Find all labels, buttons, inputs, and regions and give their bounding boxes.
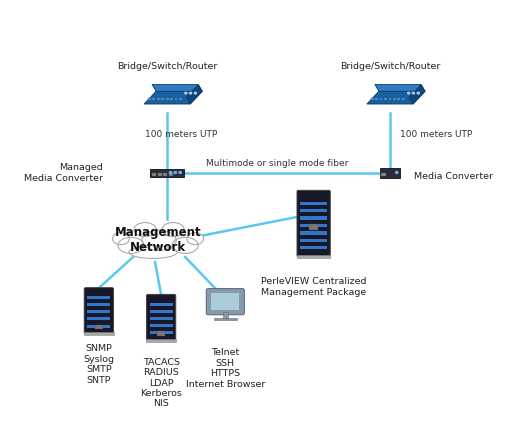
Bar (88, 303, 110, 306)
Text: 100 meters UTP: 100 meters UTP (145, 130, 217, 139)
Bar (375, 98, 378, 100)
Bar (147, 339, 176, 342)
Text: Media Converter: Media Converter (414, 172, 493, 181)
Polygon shape (409, 85, 425, 104)
Bar (150, 331, 172, 334)
Circle shape (169, 171, 172, 174)
Bar (300, 217, 327, 220)
Ellipse shape (134, 222, 156, 237)
Bar (88, 310, 110, 313)
Bar (152, 173, 156, 176)
Ellipse shape (142, 230, 176, 250)
Polygon shape (186, 85, 202, 104)
Bar (175, 98, 177, 100)
Text: Bridge/Switch/Router: Bridge/Switch/Router (340, 62, 440, 71)
Bar (300, 209, 327, 212)
Text: Telnet
SSH
HTTPS
Internet Browser: Telnet SSH HTTPS Internet Browser (185, 348, 265, 388)
Bar (157, 173, 162, 176)
Text: 100 meters UTP: 100 meters UTP (400, 130, 472, 139)
Polygon shape (375, 85, 425, 91)
Text: Management
Network: Management Network (114, 226, 201, 254)
FancyBboxPatch shape (297, 190, 330, 257)
Text: Multimode or single mode fiber: Multimode or single mode fiber (206, 159, 349, 168)
Text: SNMP
Syslog
SMTP
SNTP: SNMP Syslog SMTP SNTP (83, 344, 114, 385)
Circle shape (417, 92, 419, 94)
Bar (150, 317, 172, 320)
Circle shape (396, 171, 398, 174)
Bar (148, 98, 151, 100)
FancyBboxPatch shape (147, 294, 176, 341)
Ellipse shape (112, 232, 130, 245)
Ellipse shape (162, 222, 184, 237)
Bar (214, 318, 237, 320)
Bar (161, 98, 164, 100)
Circle shape (179, 171, 181, 174)
Bar (166, 98, 168, 100)
Bar (371, 98, 373, 100)
Bar (402, 98, 405, 100)
Polygon shape (367, 91, 425, 104)
Circle shape (408, 92, 410, 94)
Bar (388, 98, 391, 100)
Bar (157, 331, 165, 336)
Polygon shape (144, 91, 202, 104)
Text: Managed
Media Converter: Managed Media Converter (24, 164, 103, 183)
Bar (163, 173, 167, 176)
FancyBboxPatch shape (206, 289, 244, 315)
Bar (223, 313, 228, 319)
Circle shape (190, 92, 192, 94)
Bar (381, 173, 386, 176)
Bar (300, 224, 327, 227)
Bar (88, 296, 110, 299)
Ellipse shape (187, 232, 204, 245)
Ellipse shape (172, 237, 198, 253)
Bar (169, 173, 173, 176)
Bar (309, 224, 319, 230)
Circle shape (174, 171, 177, 174)
Text: Bridge/Switch/Router: Bridge/Switch/Router (117, 62, 218, 71)
Polygon shape (152, 85, 202, 91)
Text: TACACS
RADIUS
LDAP
Kerberos
NIS: TACACS RADIUS LDAP Kerberos NIS (140, 358, 182, 409)
Bar (300, 231, 327, 235)
Bar (150, 303, 172, 306)
Bar (380, 168, 400, 178)
Bar (150, 169, 184, 177)
Circle shape (412, 92, 414, 94)
Ellipse shape (129, 246, 177, 259)
Bar (300, 246, 327, 249)
Bar (150, 324, 172, 327)
FancyBboxPatch shape (84, 288, 113, 334)
Bar (211, 293, 239, 310)
Bar (380, 98, 382, 100)
Bar (150, 310, 172, 313)
Bar (397, 98, 400, 100)
Ellipse shape (118, 237, 144, 253)
Bar (384, 98, 387, 100)
Bar (157, 98, 160, 100)
Bar (95, 324, 103, 329)
Bar (300, 238, 327, 242)
Bar (152, 98, 155, 100)
Circle shape (194, 92, 196, 94)
Bar (179, 98, 182, 100)
Bar (84, 332, 113, 335)
Text: PerleVIEW Centralized
Management Package: PerleVIEW Centralized Management Package (261, 277, 366, 296)
Bar (393, 98, 396, 100)
Circle shape (185, 92, 187, 94)
Bar (88, 324, 110, 327)
Bar (297, 255, 330, 258)
Bar (88, 317, 110, 320)
Bar (300, 202, 327, 205)
Bar (170, 98, 173, 100)
